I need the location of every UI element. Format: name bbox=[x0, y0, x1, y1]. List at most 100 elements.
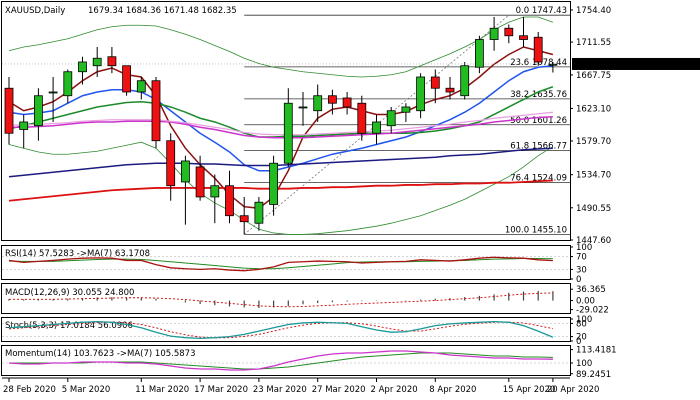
stoch-k-line bbox=[8, 320, 554, 340]
price-tick-label: 1754.40 bbox=[576, 6, 611, 16]
candle-up bbox=[48, 91, 58, 94]
candle-up bbox=[489, 27, 499, 40]
momentum-panel-frame bbox=[1, 345, 571, 376]
price-tick-label: 1447.60 bbox=[576, 236, 611, 246]
candle-down bbox=[4, 87, 14, 134]
momentum-tick-label: 113.4181 bbox=[576, 346, 617, 356]
candle-down bbox=[445, 87, 455, 93]
candle-down bbox=[430, 76, 440, 89]
candle-up bbox=[283, 102, 293, 164]
momentum-label: Momentum(14) 103.7623 ->MA(7) 105.5873 bbox=[5, 349, 195, 359]
stoch-panel-frame bbox=[1, 317, 571, 342]
candle-down bbox=[166, 140, 176, 187]
macd-signal-line bbox=[9, 292, 553, 308]
ohlc-readout: 1679.34 1684.36 1671.48 1682.35 bbox=[88, 6, 237, 16]
candle-down bbox=[342, 97, 352, 108]
current-price-label: 1682.35 bbox=[576, 60, 611, 70]
momentum-tick-label: 100 bbox=[576, 359, 592, 369]
candle-up bbox=[136, 80, 146, 93]
price-tick-label: 1667.75 bbox=[576, 71, 611, 81]
stoch-tick-label: 80 bbox=[576, 319, 587, 329]
stoch-tick-label: 20 bbox=[576, 333, 587, 343]
price-tick-label: 1579.70 bbox=[576, 137, 611, 147]
fib-trendline bbox=[243, 14, 510, 235]
x-tick-label: 11 Mar 2020 bbox=[135, 385, 189, 395]
candle-down bbox=[122, 65, 131, 93]
momentum-tick-label: 89.2451 bbox=[576, 370, 611, 380]
macd-panel-frame bbox=[1, 283, 571, 314]
candle-down bbox=[357, 102, 367, 134]
candle-down bbox=[239, 215, 249, 223]
candle-up bbox=[78, 61, 87, 73]
stoch-tick-label: 0 bbox=[576, 337, 581, 347]
fib-level-label: 0.0 1747.43 bbox=[516, 6, 567, 16]
price-tick-label: 1490.55 bbox=[576, 204, 611, 214]
fib-level-label: 38.2 1635.76 bbox=[510, 90, 567, 100]
x-tick-label: 28 Feb 2020 bbox=[3, 385, 56, 395]
current-price-box bbox=[572, 57, 700, 70]
candle-down bbox=[504, 27, 514, 37]
candle-up bbox=[269, 162, 279, 205]
x-tick-label: 17 Mar 2020 bbox=[194, 385, 248, 395]
candle-down bbox=[195, 166, 205, 198]
candle-up bbox=[180, 160, 190, 183]
candle-up bbox=[298, 106, 308, 109]
x-tick-label: 8 Apr 2020 bbox=[429, 385, 476, 395]
stoch-d-line bbox=[8, 321, 553, 339]
momentum-mom-line bbox=[8, 350, 553, 371]
x-tick-label: 20 Apr 2020 bbox=[547, 385, 600, 395]
candle-up bbox=[460, 65, 470, 97]
macd-label: MACD(12,26,9) 30.055 24.800 bbox=[5, 288, 134, 298]
ma-purple-line bbox=[9, 115, 553, 139]
candle-up bbox=[19, 121, 29, 130]
candle-down bbox=[151, 80, 161, 142]
candle-down bbox=[533, 36, 543, 63]
candle-up bbox=[313, 95, 323, 112]
rsi-tick-label: 30 bbox=[576, 265, 587, 275]
fib-level-label: 61.8 1566.77 bbox=[510, 142, 567, 152]
candle-up bbox=[386, 110, 396, 127]
candle-down bbox=[107, 56, 117, 67]
price-tick-label: 1711.55 bbox=[576, 38, 611, 48]
price-tick-label: 1623.10 bbox=[576, 104, 611, 114]
fib-level-label: 100.0 1455.10 bbox=[505, 225, 567, 235]
x-tick-label: 5 Mar 2020 bbox=[62, 385, 110, 395]
macd-tick-label: 0.00 bbox=[576, 297, 595, 307]
candle-up bbox=[401, 106, 411, 113]
x-tick-label: 27 Mar 2020 bbox=[312, 385, 366, 395]
candle-up bbox=[372, 121, 381, 134]
fib-level-label: 76.4 1524.09 bbox=[510, 174, 567, 184]
rsi-rsi-line bbox=[8, 256, 553, 272]
rsi-tick-label: 100 bbox=[576, 243, 592, 253]
price-tick-label: 1534.70 bbox=[576, 171, 611, 181]
candle-up bbox=[210, 185, 220, 198]
rsi-label: RSI(14) 57.5283 ->MA(7) 63.1708 bbox=[5, 249, 150, 259]
ma-pink-line bbox=[9, 111, 553, 136]
stoch-label: Stoch(5,3,3) 17.0184 56.0906 bbox=[5, 321, 133, 331]
price-panel-frame bbox=[1, 1, 571, 241]
x-tick-label: 15 Apr 2020 bbox=[503, 385, 556, 395]
bb-upper-line bbox=[8, 16, 554, 78]
x-tick-label: 23 Mar 2020 bbox=[253, 385, 307, 395]
stoch-tick-label: 100 bbox=[576, 315, 592, 325]
candle-up bbox=[548, 63, 558, 66]
rsi-panel-frame bbox=[1, 245, 571, 280]
candle-up bbox=[92, 57, 102, 67]
ma-red-line bbox=[8, 179, 553, 202]
x-tick-label: 2 Apr 2020 bbox=[371, 385, 418, 395]
candle-down bbox=[519, 35, 528, 40]
macd-tick-label: 36.365 bbox=[576, 285, 606, 295]
candle-up bbox=[34, 95, 43, 127]
fib-level-label: 50.0 1601.26 bbox=[510, 116, 567, 126]
rsi-tick-label: 0 bbox=[576, 275, 581, 285]
candle-up bbox=[416, 76, 426, 112]
candle-up bbox=[254, 201, 264, 224]
ma-blue-line bbox=[8, 64, 553, 172]
candle-down bbox=[225, 185, 234, 217]
candle-up bbox=[474, 39, 484, 68]
bb-lower-line bbox=[8, 141, 554, 235]
rsi-tick-label: 70 bbox=[576, 253, 587, 263]
macd-tick-label: -29.022 bbox=[576, 306, 609, 316]
candle-down bbox=[327, 95, 337, 104]
